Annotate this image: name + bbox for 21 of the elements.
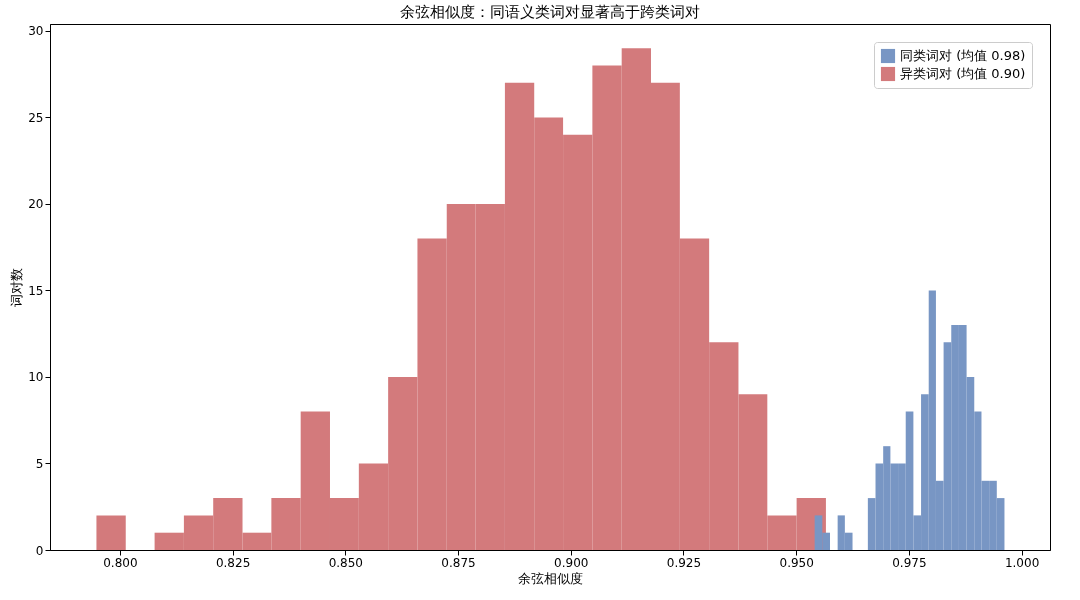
x-tick-label: 0.950 (779, 555, 814, 570)
x-tick-label: 0.975 (892, 555, 927, 570)
x-tick-label: 0.875 (441, 555, 476, 570)
x-tick-label: 0.900 (554, 555, 589, 570)
y-tick-label: 25 (28, 110, 44, 125)
y-tick-label: 30 (28, 24, 44, 39)
x-tick-label: 0.800 (103, 555, 138, 570)
y-tick-label: 0 (35, 543, 44, 558)
y-tick-label: 15 (28, 283, 44, 298)
x-tick-label: 0.825 (215, 555, 251, 570)
x-tick-label: 0.850 (328, 555, 363, 570)
x-axis-title: 余弦相似度 (518, 570, 583, 586)
x-tick-label: 0.925 (666, 555, 702, 570)
legend-label: 同类词对 (均值 0.98) (900, 48, 1026, 63)
y-tick-label: 20 (28, 197, 44, 212)
chart-title: 余弦相似度：同语义类词对显著高于跨类词对 (400, 3, 700, 21)
y-tick-label: 5 (35, 456, 44, 471)
y-tick-label: 10 (28, 370, 44, 385)
x-tick-label: 1.000 (1004, 555, 1040, 570)
legend-label: 异类词对 (均值 0.90) (900, 66, 1026, 81)
y-axis-title: 词对数 (9, 268, 25, 307)
